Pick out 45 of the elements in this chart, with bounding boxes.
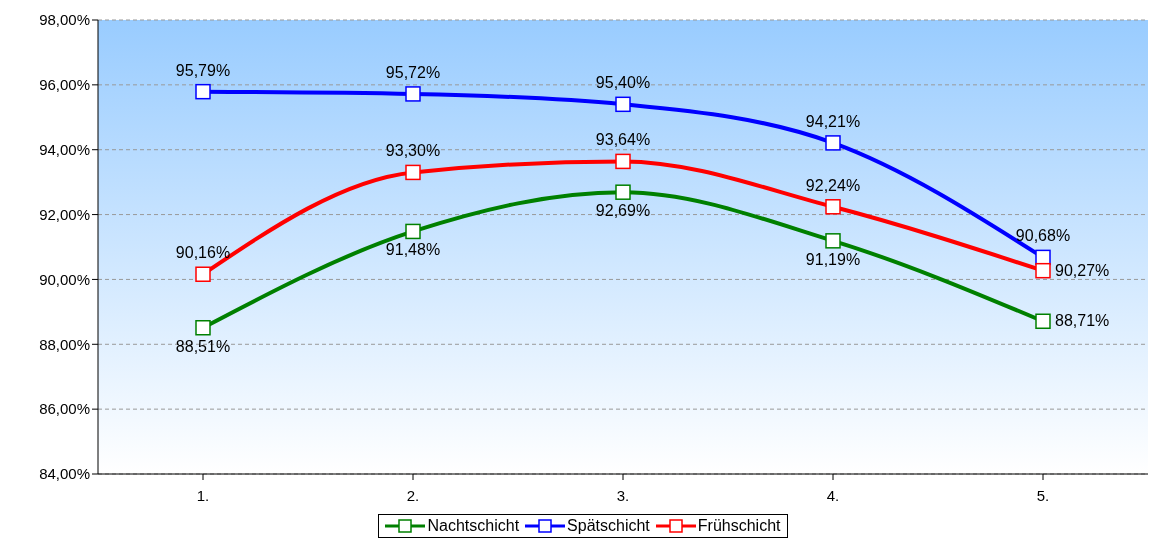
x-tick-label: 5. xyxy=(1036,486,1050,504)
y-tick-label: 94,00% xyxy=(39,141,90,159)
point xyxy=(825,233,841,249)
data-label: 93,64% xyxy=(595,131,651,149)
data-label: 90,27% xyxy=(1055,261,1110,279)
data-label: 92,24% xyxy=(805,176,861,194)
data-label: 90,68% xyxy=(1015,227,1071,245)
legend-label: Frühschicht xyxy=(697,517,781,535)
point xyxy=(405,164,421,181)
data-label: 93,30% xyxy=(385,142,441,160)
point xyxy=(405,86,421,102)
data-label: 88,51% xyxy=(175,337,231,355)
y-tick-label: 98,00% xyxy=(39,11,90,29)
data-label: 90,16% xyxy=(175,244,231,262)
point xyxy=(615,184,631,200)
y-tick-label: 96,00% xyxy=(39,76,90,94)
x-tick-label: 1. xyxy=(196,486,210,504)
data-label: 91,48% xyxy=(385,241,441,259)
point xyxy=(615,153,631,170)
point xyxy=(825,135,841,151)
y-tick-label: 92,00% xyxy=(39,205,90,223)
x-tick-label: 3. xyxy=(616,486,630,504)
y-tick-label: 88,00% xyxy=(39,335,90,353)
data-label: 92,69% xyxy=(595,202,651,220)
legend-label: Spätschicht xyxy=(567,517,650,535)
x-tick-label: 4. xyxy=(826,486,840,504)
point xyxy=(1035,262,1051,279)
point xyxy=(195,83,211,100)
data-label: 95,72% xyxy=(385,63,441,81)
data-label: 94,21% xyxy=(805,112,861,130)
y-tick-label: 90,00% xyxy=(39,270,90,288)
point xyxy=(825,199,841,215)
point xyxy=(1035,313,1051,330)
point xyxy=(615,96,631,113)
y-tick-label: 86,00% xyxy=(39,400,90,418)
y-tick-label: 84,00% xyxy=(39,465,90,483)
data-label: 95,79% xyxy=(175,61,231,79)
data-label: 88,71% xyxy=(1055,312,1110,330)
point xyxy=(405,223,421,240)
point xyxy=(195,320,211,336)
data-label: 91,19% xyxy=(805,250,861,268)
data-label: 95,40% xyxy=(595,74,651,92)
x-tick-label: 2. xyxy=(406,486,420,504)
legend-label: Nachtschicht xyxy=(427,517,520,535)
point xyxy=(195,266,211,282)
